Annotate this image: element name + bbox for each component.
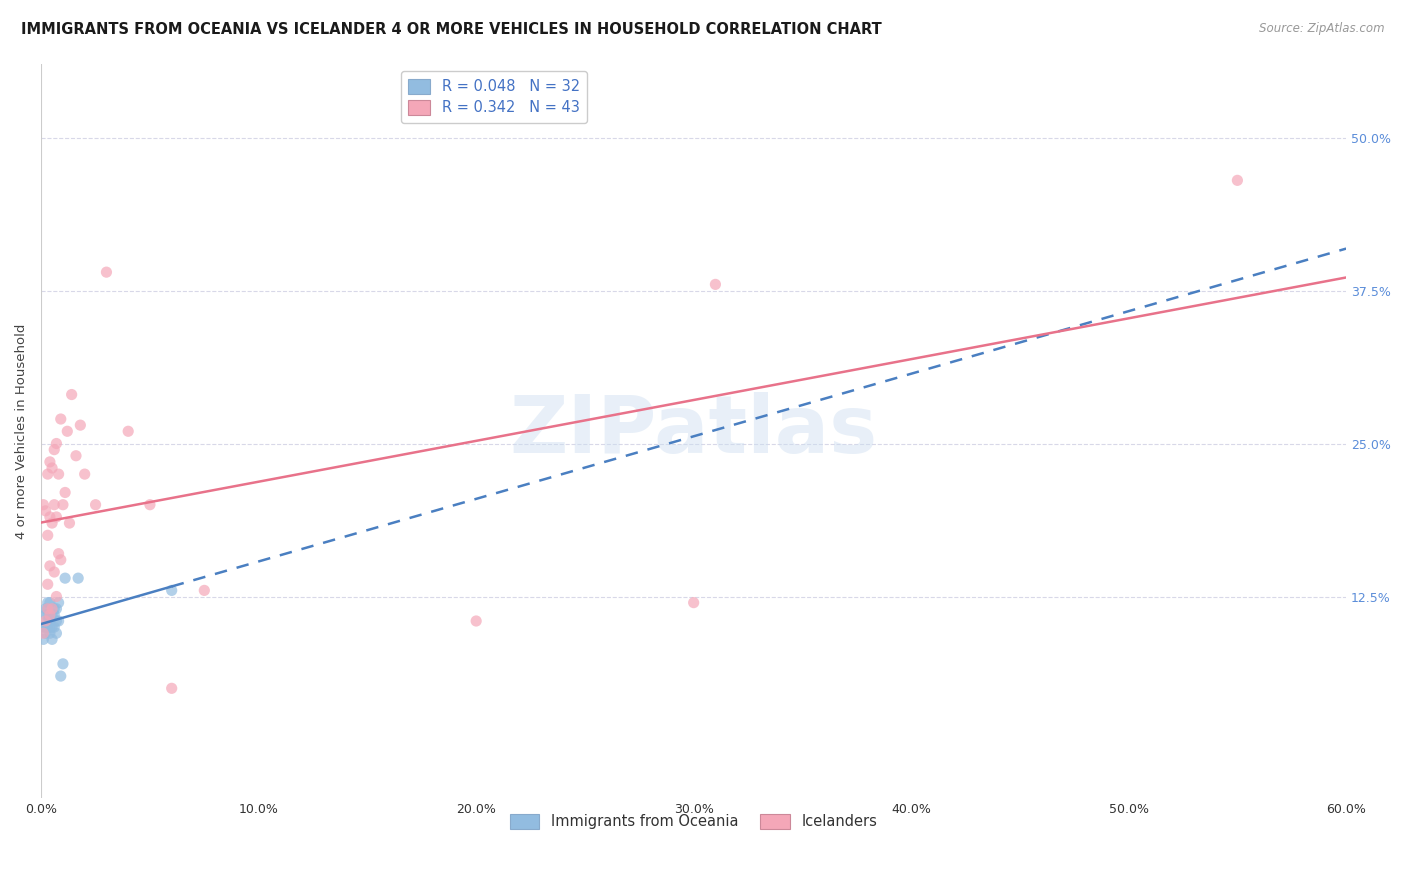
Point <box>69 418 91 433</box>
Point <box>49 669 72 683</box>
Point <box>37 601 59 615</box>
Text: ZIPatlas: ZIPatlas <box>509 392 877 470</box>
Point <box>193 583 215 598</box>
Point <box>37 577 59 591</box>
Point <box>44 565 66 579</box>
Point <box>32 620 55 634</box>
Point <box>45 626 67 640</box>
Point <box>49 553 72 567</box>
Text: Source: ZipAtlas.com: Source: ZipAtlas.com <box>1260 22 1385 36</box>
Point <box>41 461 63 475</box>
Point <box>38 614 60 628</box>
Point <box>37 601 59 615</box>
Point <box>32 632 55 647</box>
Point <box>60 387 83 401</box>
Legend: Immigrants from Oceania, Icelanders: Immigrants from Oceania, Icelanders <box>505 808 883 835</box>
Point <box>34 626 56 640</box>
Point <box>44 601 66 615</box>
Point <box>67 571 90 585</box>
Point <box>84 498 107 512</box>
Point <box>38 626 60 640</box>
Point <box>34 614 56 628</box>
Point <box>139 498 162 512</box>
Point <box>44 498 66 512</box>
Point <box>704 277 727 292</box>
Point <box>56 424 79 438</box>
Point <box>73 467 96 482</box>
Point <box>32 626 55 640</box>
Point <box>49 412 72 426</box>
Point <box>96 265 118 279</box>
Point <box>48 596 70 610</box>
Y-axis label: 4 or more Vehicles in Household: 4 or more Vehicles in Household <box>15 324 28 539</box>
Text: IMMIGRANTS FROM OCEANIA VS ICELANDER 4 OR MORE VEHICLES IN HOUSEHOLD CORRELATION: IMMIGRANTS FROM OCEANIA VS ICELANDER 4 O… <box>21 22 882 37</box>
Point <box>37 596 59 610</box>
Point <box>34 601 56 615</box>
Point <box>38 596 60 610</box>
Point <box>38 510 60 524</box>
Point <box>65 449 87 463</box>
Point <box>38 620 60 634</box>
Point <box>45 510 67 524</box>
Point <box>53 571 76 585</box>
Point <box>41 516 63 530</box>
Point <box>37 528 59 542</box>
Point <box>48 614 70 628</box>
Point <box>34 620 56 634</box>
Point <box>117 424 139 438</box>
Point <box>45 614 67 628</box>
Point <box>53 485 76 500</box>
Point <box>44 620 66 634</box>
Point <box>45 590 67 604</box>
Point <box>48 467 70 482</box>
Point <box>37 607 59 622</box>
Point <box>48 547 70 561</box>
Point <box>34 504 56 518</box>
Point <box>465 614 488 628</box>
Point <box>34 607 56 622</box>
Point <box>52 498 75 512</box>
Point <box>682 596 704 610</box>
Point <box>41 607 63 622</box>
Point <box>44 442 66 457</box>
Point <box>37 620 59 634</box>
Point <box>1226 173 1249 187</box>
Point <box>32 498 55 512</box>
Point <box>38 558 60 573</box>
Point <box>38 607 60 622</box>
Point <box>38 455 60 469</box>
Point <box>41 632 63 647</box>
Point <box>37 614 59 628</box>
Point <box>38 607 60 622</box>
Point <box>45 601 67 615</box>
Point <box>45 436 67 450</box>
Point <box>58 516 80 530</box>
Point <box>44 607 66 622</box>
Point <box>160 681 183 696</box>
Point <box>41 620 63 634</box>
Point <box>41 601 63 615</box>
Point <box>160 583 183 598</box>
Point <box>52 657 75 671</box>
Point <box>37 467 59 482</box>
